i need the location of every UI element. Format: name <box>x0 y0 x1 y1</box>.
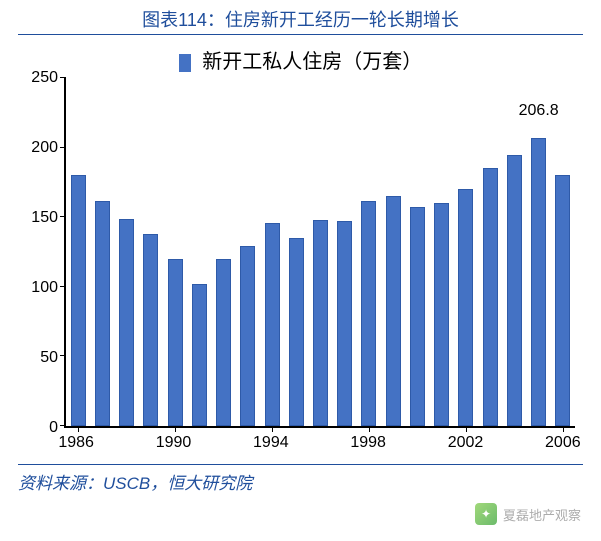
y-axis: 050100150200250 <box>18 78 64 428</box>
bar <box>507 155 522 426</box>
bar-value-label: 206.8 <box>519 102 559 120</box>
bars: 206.8 <box>66 78 575 426</box>
bar <box>95 201 110 427</box>
legend-label: 新开工私人住房（万套） <box>202 51 422 73</box>
x-tick-label: 1998 <box>350 434 386 452</box>
bar <box>71 175 86 426</box>
y-tick-label: 100 <box>31 279 58 297</box>
x-tick-label: 1990 <box>156 434 192 452</box>
bar <box>410 207 425 426</box>
wechat-icon: ✦ <box>475 503 497 525</box>
watermark: ✦ 夏磊地产观察 <box>475 503 581 525</box>
bar <box>386 196 401 426</box>
y-tick-label: 200 <box>31 139 58 157</box>
bar <box>434 203 449 426</box>
y-tick-label: 50 <box>40 349 58 367</box>
bar <box>143 234 158 426</box>
y-tick-mark <box>60 425 66 426</box>
chart-title: 图表114：住房新开工经历一轮长期增长 <box>0 0 601 34</box>
y-tick-label: 0 <box>49 419 58 437</box>
y-tick-mark <box>60 216 66 217</box>
plot: 050100150200250 206.8 198619901994199820… <box>18 78 583 458</box>
x-axis: 198619901994199820022006 <box>64 430 575 458</box>
y-tick-mark <box>60 77 66 78</box>
bar <box>216 259 231 426</box>
bar <box>119 219 134 426</box>
legend: 新开工私人住房（万套） <box>0 39 601 78</box>
legend-swatch <box>179 54 191 72</box>
bar <box>313 220 328 426</box>
bar <box>483 168 498 426</box>
y-tick-label: 150 <box>31 209 58 227</box>
bar <box>168 259 183 426</box>
bar <box>555 175 570 426</box>
plot-area: 206.8 <box>64 78 575 428</box>
y-tick-mark <box>60 147 66 148</box>
x-tick-label: 2002 <box>448 434 484 452</box>
y-tick-label: 250 <box>31 69 58 87</box>
bar <box>265 223 280 426</box>
title-underline <box>18 34 583 35</box>
watermark-text: 夏磊地产观察 <box>503 505 581 524</box>
y-tick-mark <box>60 286 66 287</box>
bar <box>337 221 352 426</box>
source-text: 资料来源：USCB，恒大研究院 <box>18 464 583 494</box>
bar <box>531 138 546 426</box>
x-tick-label: 1994 <box>253 434 289 452</box>
x-tick-label: 2006 <box>545 434 581 452</box>
bar <box>458 189 473 426</box>
bar <box>240 246 255 426</box>
x-tick-label: 1986 <box>58 434 94 452</box>
bar <box>192 284 207 426</box>
bar <box>361 201 376 427</box>
bar <box>289 238 304 426</box>
y-tick-mark <box>60 355 66 356</box>
